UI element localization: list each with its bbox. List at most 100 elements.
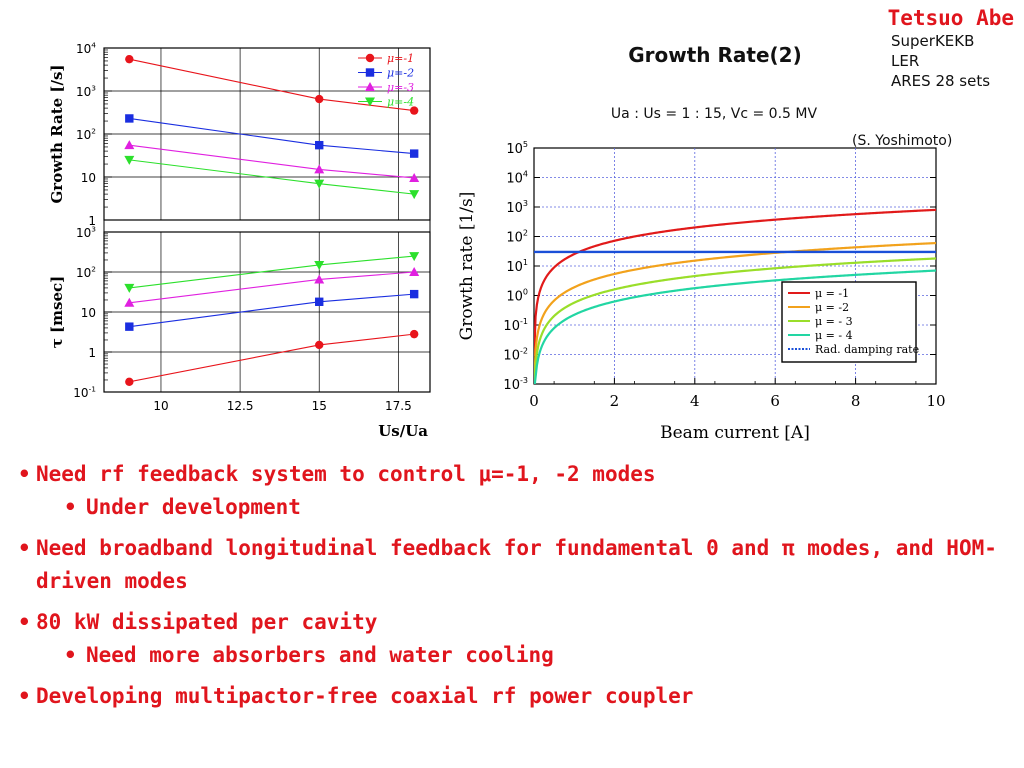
chart-title: Growth Rate(2) [628,43,801,67]
data-point [409,172,420,182]
author-name: Tetsuo Abe [887,6,1014,30]
data-point [315,340,324,350]
data-point [409,190,420,200]
data-point [124,297,135,307]
series-line [534,257,936,384]
y-tick-label: 10-3 [503,376,528,393]
data-point [125,377,134,386]
legend-label: μ = -2 [815,301,849,314]
y-tick-label: 10 [81,306,96,320]
data-point [409,252,420,262]
y-axis-label: Growth rate [1/s] [457,192,477,341]
y-tick-label: 100 [506,288,528,305]
data-point [409,106,419,115]
bullet-text: Need rf feedback system to control μ=-1,… [36,462,656,486]
panel-2: 10-1 1 10 102 103 τ [msec] [48,225,431,400]
y-tick-label: 104 [506,170,528,187]
data-point [365,53,375,63]
data-point [315,140,324,150]
data-point [314,274,325,284]
legend-label: μ = - 3 [815,315,853,328]
legend-label: μ = -1 [815,287,849,300]
x-tick-label: 2 [610,392,620,410]
x-tick-label: 17.5 [385,399,412,413]
x-tick-label: 0 [529,392,539,410]
y-tick-label: 101 [506,258,528,275]
y-tick-label: 10 [81,171,96,185]
legend-label: Rad. damping rate [815,343,919,356]
note-line: ARES 28 sets [891,72,990,90]
bullet-text: Developing multipactor-free coaxial rf p… [36,684,694,708]
bullet-item: • Need broadband longitudinal feedback fo… [18,532,1008,598]
panel-1: 1 10 102 103 104 Growth Rate [/s] [48,41,431,228]
data-point [365,68,375,77]
bullet-item: • 80 kW dissipated per cavity [18,606,1008,639]
data-point [365,82,375,91]
series-line [534,241,936,384]
data-point [409,329,419,339]
sub-bullet-text: Under development [86,495,301,519]
y-tick-label: 102 [506,229,528,246]
y-tick-label: 102 [76,127,96,142]
data-point [409,289,419,299]
note-line: LER [891,52,919,70]
y-tick-label: 103 [506,199,528,216]
x-tick-label: 8 [851,392,861,410]
bullet-list: • Need rf feedback system to control μ=-1… [18,458,1008,721]
data-point [124,283,135,293]
y-tick-label: 1 [88,214,96,228]
legend-label: μ = - 4 [815,329,853,342]
data-point [314,179,325,189]
y-tick-label: 10-1 [503,317,528,334]
data-point [125,54,134,64]
y-tick-label: 102 [76,265,96,280]
legend-label: μ=-1 [387,52,414,65]
series-group [534,208,936,384]
y-tick-label: 104 [76,41,96,56]
series-line [534,208,936,356]
bullet-text: 80 kW dissipated per cavity [36,610,378,634]
note-line: SuperKEKB [891,32,974,50]
y-tick-label: 1 [88,346,96,360]
chart-subtitle: Ua : Us = 1 : 15, Vc = 0.5 MV [611,106,818,122]
data-point [315,297,324,306]
data-point [365,97,375,107]
y-tick-label: 105 [506,140,528,157]
x-axis-label: Beam current [A] [660,423,810,443]
legend-label: μ=-3 [387,81,414,94]
sub-bullet-item: • Need more absorbers and water cooling [18,639,1008,672]
data-point [125,322,134,331]
bullet-item: • Developing multipactor-free coaxial rf … [18,680,1008,713]
chart-credit: (S. Yoshimoto) [852,133,952,149]
data-point [409,267,420,276]
sub-bullet-item: • Under development [18,491,1008,524]
data-point [409,149,419,158]
x-tick-label: 4 [690,392,700,410]
y-tick-label: 103 [76,225,96,240]
sub-bullet-text: Need more absorbers and water cooling [86,643,554,667]
series-line [534,269,936,384]
x-tick-label: 15 [312,399,327,413]
data-point [314,164,325,174]
y-tick-label: 10-2 [503,347,528,364]
x-tick-label: 10 [153,399,168,413]
data-point [124,140,135,150]
x-tick-label: 10 [926,392,945,410]
data-point [125,114,134,123]
bullet-item: • Need rf feedback system to control μ=-1… [18,458,1008,491]
y-axis-label: Growth Rate [/s] [48,64,66,203]
bullet-text: Need broadband longitudinal feedback for… [36,536,997,593]
y-tick-label: 10-1 [73,385,96,400]
legend-label: μ=-4 [387,96,414,109]
x-tick-label: 12.5 [227,399,254,413]
data-point [315,94,324,104]
right-chart: Growth Rate(2) SuperKEKB LER ARES 28 sets Ua… [457,32,990,443]
x-axis-label: Us/Ua [378,422,428,440]
data-point [314,260,325,270]
x-tick-label: 6 [770,392,780,410]
y-axis-label: τ [msec] [48,276,66,349]
data-point [124,155,135,165]
legend-label: μ=-2 [387,67,414,80]
y-tick-label: 103 [76,84,96,99]
